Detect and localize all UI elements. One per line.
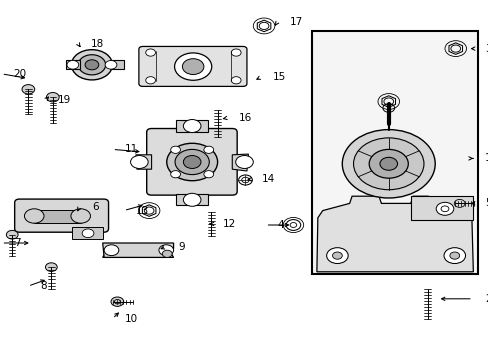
Polygon shape (410, 196, 472, 220)
Circle shape (71, 50, 112, 80)
Circle shape (183, 156, 201, 168)
Text: 10: 10 (124, 314, 138, 324)
Text: 9: 9 (178, 242, 185, 252)
Polygon shape (176, 120, 207, 132)
Text: 12: 12 (222, 219, 235, 229)
Circle shape (183, 120, 201, 132)
Text: 3: 3 (484, 44, 488, 54)
Polygon shape (136, 155, 151, 169)
Polygon shape (102, 246, 173, 257)
Circle shape (443, 248, 465, 264)
Circle shape (85, 60, 99, 70)
Text: 13: 13 (136, 206, 149, 216)
Text: 8: 8 (40, 281, 47, 291)
Bar (72, 227, 102, 239)
Circle shape (159, 245, 173, 256)
Circle shape (111, 297, 123, 306)
Circle shape (353, 138, 423, 190)
Text: 11: 11 (124, 144, 138, 154)
Circle shape (145, 49, 155, 56)
FancyBboxPatch shape (139, 46, 246, 86)
Text: 1: 1 (484, 153, 488, 163)
Circle shape (104, 245, 119, 256)
Bar (311, 31, 477, 274)
Polygon shape (102, 243, 173, 257)
Circle shape (326, 248, 347, 264)
Circle shape (67, 60, 79, 69)
Polygon shape (316, 196, 472, 272)
Circle shape (170, 146, 180, 153)
Circle shape (145, 77, 155, 84)
Circle shape (174, 53, 211, 80)
Circle shape (24, 209, 44, 223)
Circle shape (46, 93, 59, 102)
Circle shape (203, 171, 213, 178)
Circle shape (203, 146, 213, 153)
Text: 4: 4 (277, 220, 284, 230)
Circle shape (130, 156, 148, 168)
Circle shape (166, 143, 217, 181)
Circle shape (231, 77, 241, 84)
Text: 20: 20 (14, 69, 27, 79)
Circle shape (78, 55, 105, 75)
Text: 7: 7 (14, 238, 20, 248)
Text: 17: 17 (289, 17, 302, 27)
Circle shape (6, 230, 18, 239)
Circle shape (82, 229, 94, 238)
Text: 6: 6 (92, 202, 99, 212)
Circle shape (332, 252, 342, 259)
Polygon shape (176, 194, 207, 205)
Text: 16: 16 (238, 113, 251, 123)
Circle shape (379, 157, 397, 170)
Circle shape (175, 149, 209, 175)
Text: 5: 5 (484, 198, 488, 208)
Circle shape (71, 209, 90, 223)
Circle shape (162, 250, 172, 257)
Text: 19: 19 (58, 95, 71, 105)
Circle shape (342, 130, 434, 198)
Circle shape (449, 252, 459, 259)
Bar (110, 60, 123, 69)
Circle shape (182, 59, 203, 75)
FancyBboxPatch shape (15, 199, 108, 232)
Text: 18: 18 (90, 39, 103, 49)
Bar (34, 210, 81, 223)
Circle shape (368, 149, 407, 178)
Circle shape (435, 202, 453, 215)
Circle shape (170, 171, 180, 178)
Text: 14: 14 (261, 174, 274, 184)
Text: 15: 15 (272, 72, 285, 82)
Circle shape (45, 263, 57, 271)
Circle shape (105, 60, 117, 69)
Bar (66, 60, 80, 69)
Circle shape (22, 85, 35, 94)
Text: 2: 2 (484, 294, 488, 304)
FancyBboxPatch shape (146, 129, 237, 195)
Polygon shape (232, 154, 248, 171)
Circle shape (235, 156, 253, 168)
Circle shape (183, 193, 201, 206)
Circle shape (231, 49, 241, 56)
